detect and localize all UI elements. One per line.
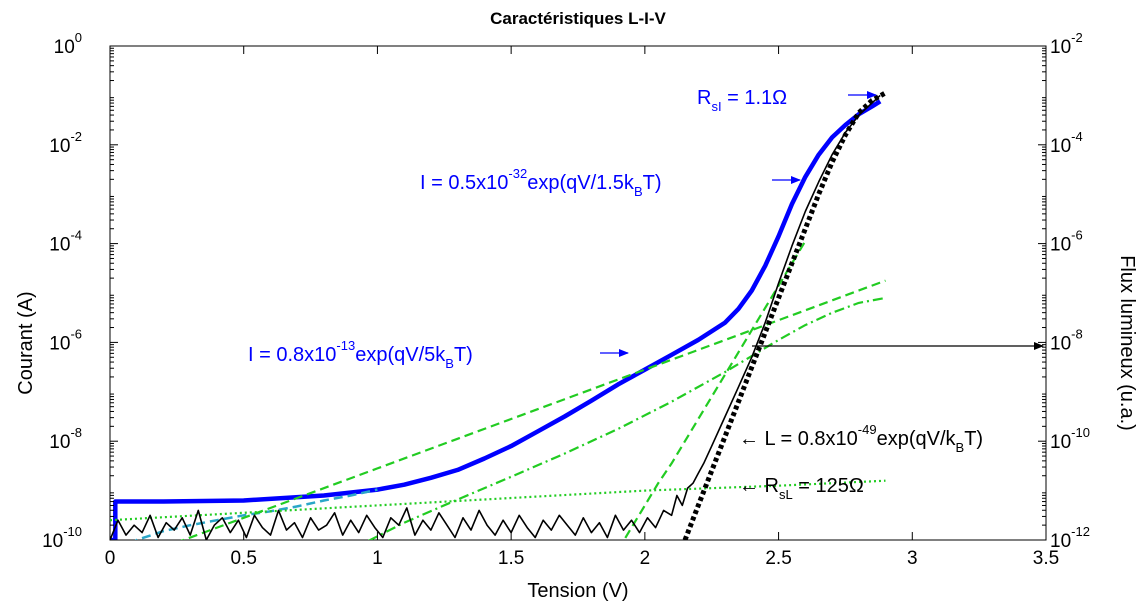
annotation-2-part-3: B [445,356,454,371]
x-tick-label-3: 1.5 [498,548,524,569]
y-axis-left-title: Courant (A) [15,291,37,394]
x-tick-label-4: 2 [640,548,651,569]
annotation-3-part-0: ← L = 0.8x10 [739,428,858,450]
annotation-2-part-4: T) [454,344,473,366]
annotation-3-part-4: T) [964,428,983,450]
annotation-3-part-2: exp(qV/k [877,428,957,450]
y-right-tick-base-1: 10 [1050,136,1071,157]
y-right-tick-label-2: 10-6 [1050,228,1083,256]
y-right-tick-label-0: 10-2 [1050,30,1083,58]
y-right-tick-exp-5: -12 [1071,524,1090,539]
y-left-tick-label-3: 10-6 [49,326,82,354]
y-left-tick-label-2: 10-4 [49,228,82,256]
x-tick-label-5: 2.5 [765,548,791,569]
annotation-4-part-0: ← R [739,475,779,497]
y-left-tick-exp-0: 0 [75,30,82,45]
y-left-tick-base-3: 10 [49,333,70,354]
y-right-tick-exp-1: -4 [1071,129,1083,144]
y-right-tick-label-5: 10-12 [1050,524,1090,552]
y-right-tick-base-4: 10 [1050,432,1071,453]
annotation-1-part-3: B [634,184,643,199]
y-left-tick-label-1: 10-2 [49,129,82,157]
y-right-tick-base-2: 10 [1050,235,1071,256]
y-left-tick-base-1: 10 [49,136,70,157]
x-tick-label-0: 0 [105,548,116,569]
y-left-tick-label-0: 100 [54,30,82,58]
y-left-tick-exp-5: -10 [63,524,82,539]
y-left-tick-base-0: 10 [54,37,75,58]
annotation-1-part-0: I = 0.5x10 [420,172,508,194]
y-left-tick-base-5: 10 [42,531,63,552]
annotation-1-part-2: exp(qV/1.5k [527,172,635,194]
annotation-2-part-0: I = 0.8x10 [248,344,336,366]
x-tick-label-6: 3 [907,548,918,569]
y-right-tick-label-3: 10-8 [1050,326,1083,354]
annotation-0-part-0: R [697,87,711,109]
chart-title: Caractéristiques L-I-V [490,9,666,28]
annotation-3-part-1: -49 [858,422,877,437]
plot-background [110,46,1046,540]
y-left-tick-label-4: 10-8 [49,425,82,453]
annotation-2-part-2: exp(qV/5k [355,344,446,366]
y-left-tick-exp-2: -4 [70,228,82,243]
annotation-3-part-3: B [956,440,965,455]
y-right-tick-exp-3: -8 [1071,326,1083,341]
annotation-1-part-4: T) [643,172,662,194]
annotation-0-part-1: sI [711,99,721,114]
y-left-tick-label-5: 10-10 [42,524,82,552]
annotation-2-part-1: -13 [336,338,355,353]
y-left-tick-exp-4: -8 [70,425,82,440]
y-left-tick-exp-1: -2 [70,129,82,144]
y-right-tick-exp-4: -10 [1071,425,1090,440]
x-axis-title: Tension (V) [527,580,628,602]
y-left-tick-base-4: 10 [49,432,70,453]
y-left-tick-exp-3: -6 [70,326,82,341]
annotation-4-part-2: = 125Ω [793,475,864,497]
y-right-tick-base-0: 10 [1050,37,1071,58]
x-tick-label-1: 0.5 [231,548,257,569]
annotation-0-part-2: = 1.1Ω [722,87,788,109]
annotation-1-part-1: -32 [508,166,527,181]
y-right-tick-base-5: 10 [1050,531,1071,552]
y-right-tick-exp-2: -6 [1071,228,1083,243]
x-tick-label-2: 1 [372,548,383,569]
y-left-tick-base-2: 10 [49,235,70,256]
annotation-4-part-1: sL [779,487,793,502]
y-right-tick-exp-0: -2 [1071,30,1083,45]
y-right-tick-label-1: 10-4 [1050,129,1083,157]
plot-area [110,46,1046,540]
y-right-tick-label-4: 10-10 [1050,425,1090,453]
y-axis-right-title: Flux lumineux (u.a.) [1116,255,1138,431]
y-right-tick-base-3: 10 [1050,333,1071,354]
